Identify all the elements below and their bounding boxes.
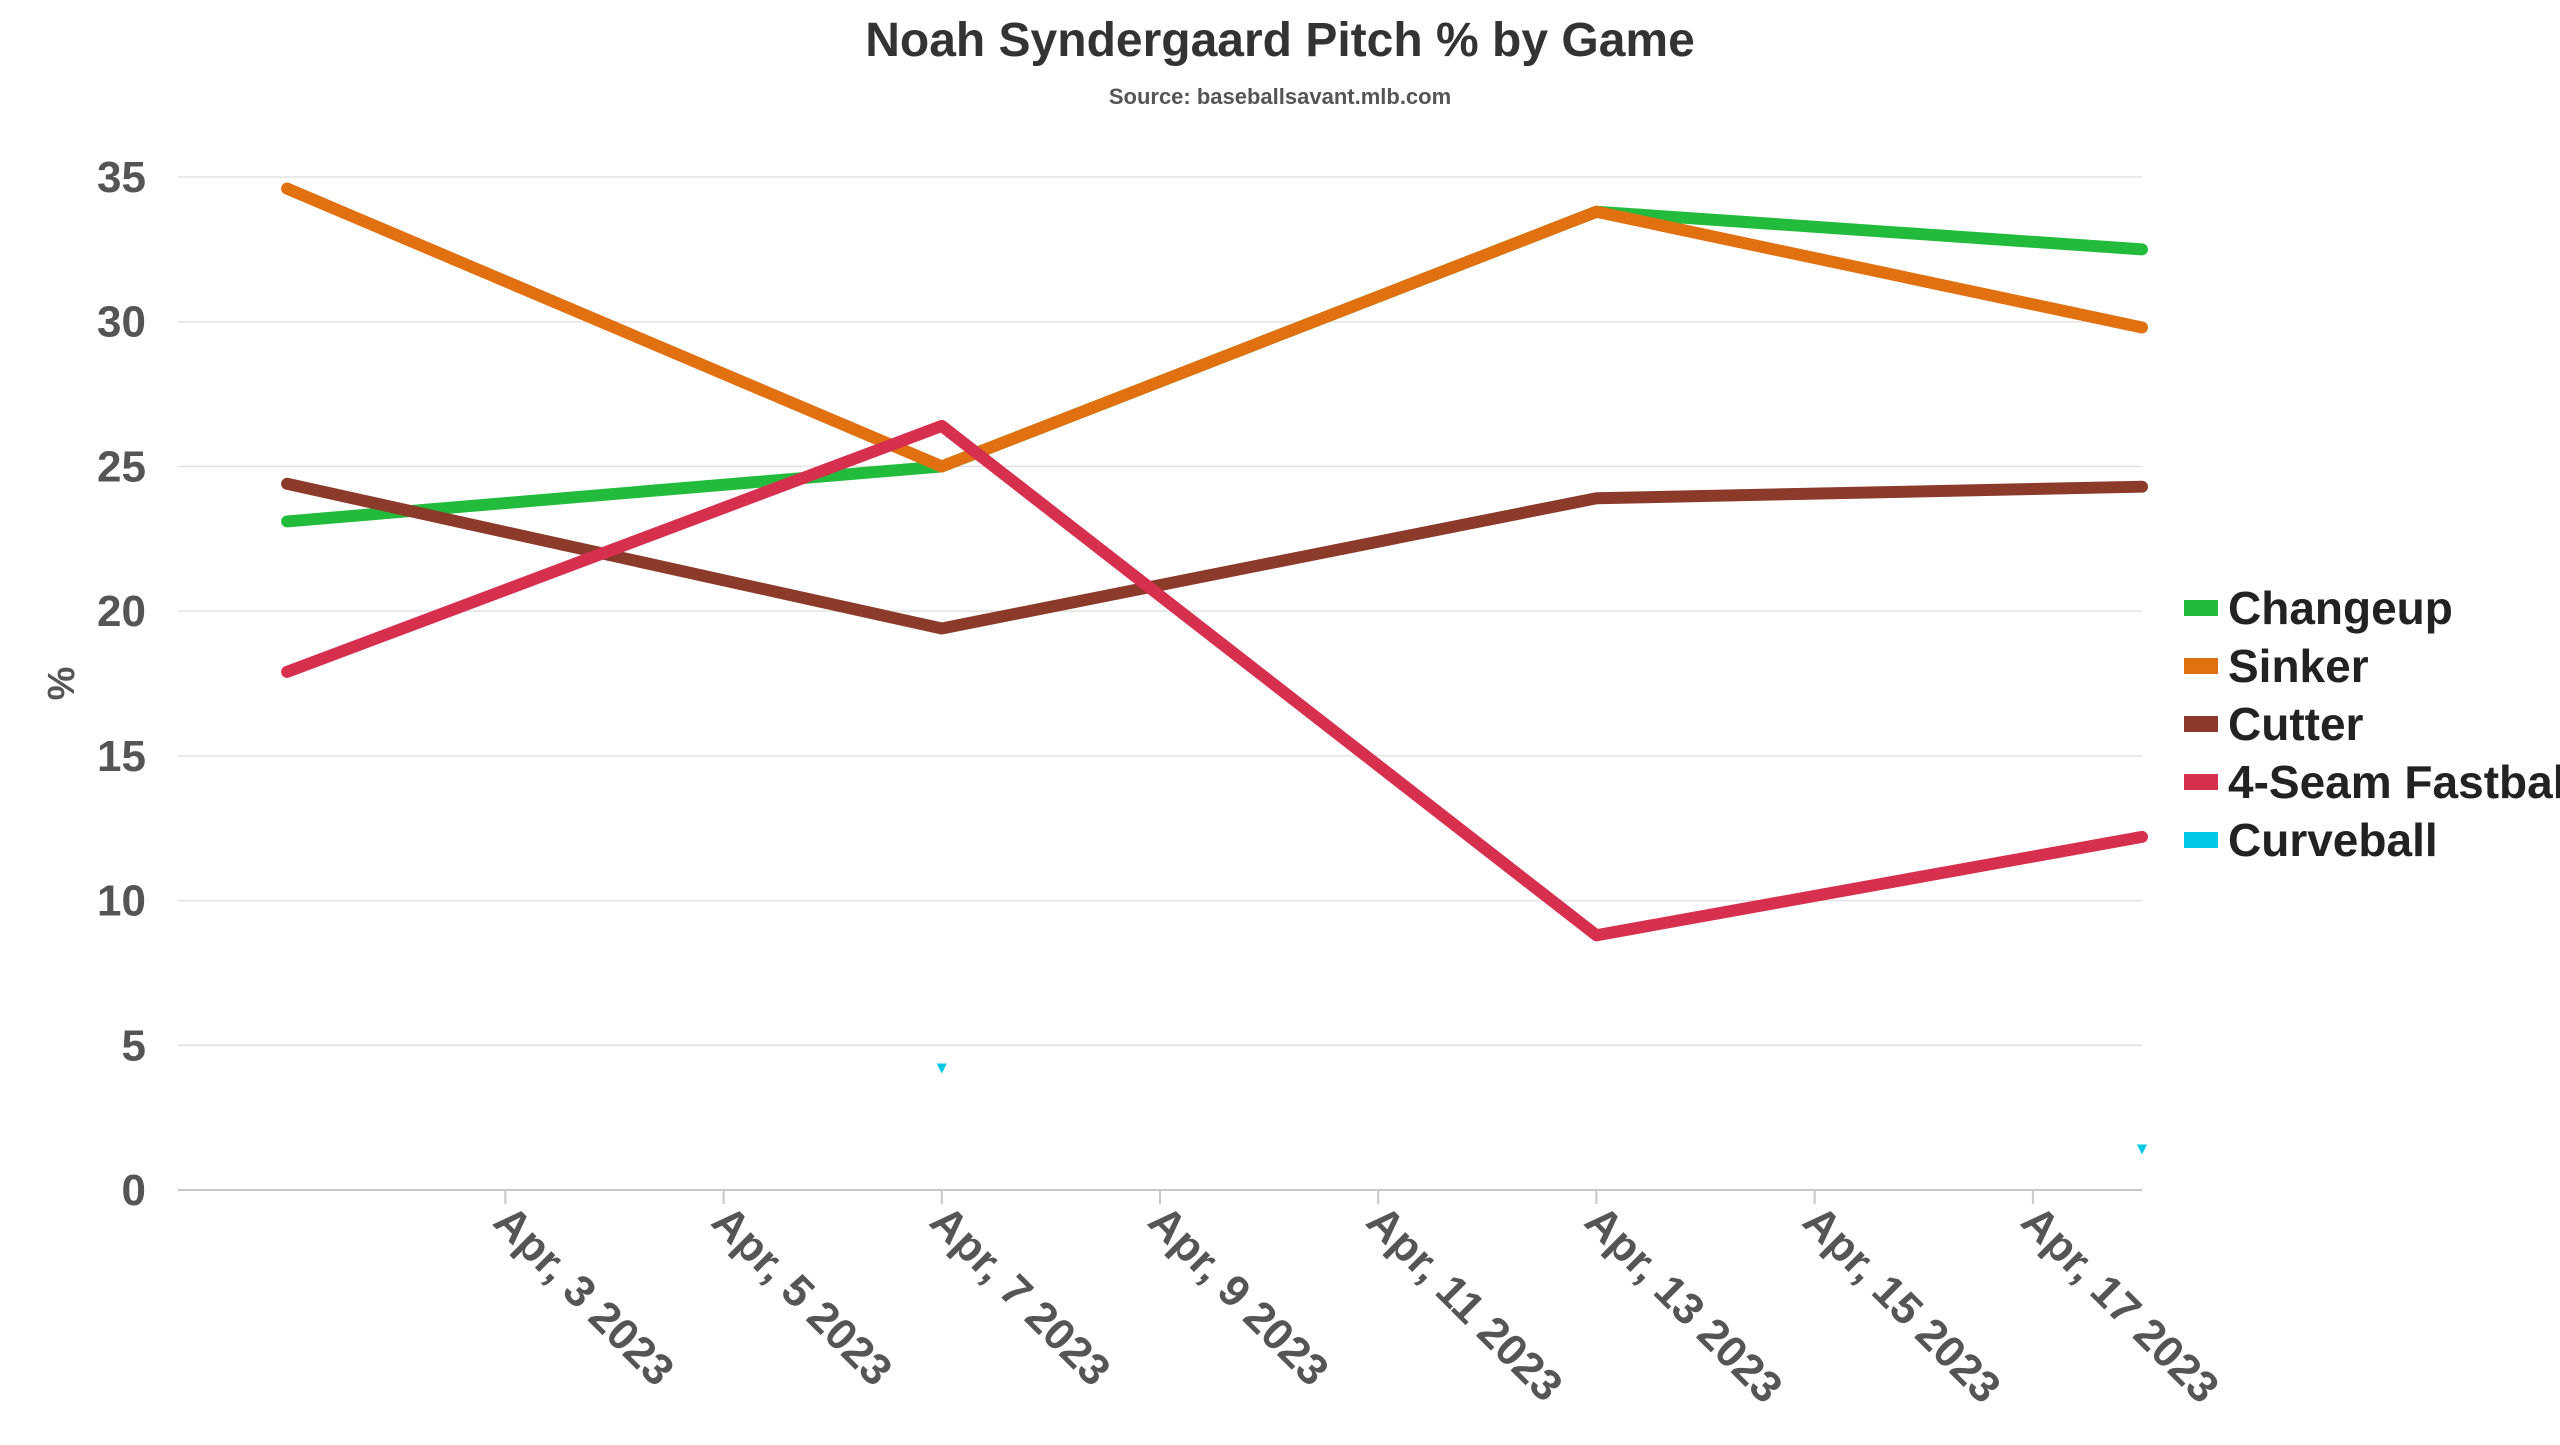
legend-swatch: [2184, 716, 2218, 732]
y-tick-label: 10: [97, 877, 146, 926]
legend-item[interactable]: 4-Seam Fastball: [2184, 756, 2560, 808]
x-tick-label: Apr, 5 2023: [702, 1196, 901, 1395]
grid-lines: [178, 176, 2142, 1191]
y-tick-label: 25: [97, 442, 146, 491]
series-curveball: [936, 1063, 2147, 1155]
x-tick-label: Apr, 17 2023: [2012, 1196, 2228, 1412]
data-point: [936, 1063, 947, 1074]
y-tick-label: 30: [97, 298, 146, 347]
series-cutter: [281, 477, 2148, 635]
legend-item[interactable]: Changeup: [2184, 582, 2453, 634]
x-tick-label: Apr, 7 2023: [921, 1196, 1120, 1395]
legend-item[interactable]: Curveball: [2184, 814, 2438, 866]
legend-label: Curveball: [2228, 814, 2438, 866]
legend[interactable]: Changeup Sinker Cutter 4-Seam Fastball Curve…: [2184, 582, 2560, 866]
series-line: [281, 477, 2148, 635]
y-tick-label: 15: [97, 732, 146, 781]
x-tick-label: Apr, 9 2023: [1139, 1196, 1338, 1395]
legend-label: 4-Seam Fastball: [2228, 756, 2560, 808]
legend-label: Cutter: [2228, 698, 2364, 750]
x-tick-label: Apr, 15 2023: [1794, 1196, 2010, 1412]
y-tick-label: 35: [97, 153, 146, 202]
legend-swatch: [2184, 600, 2218, 616]
series-line: [281, 182, 2148, 473]
data-point: [2137, 1144, 2147, 1155]
x-tick-label: Apr, 3 2023: [484, 1196, 683, 1395]
series-line: [281, 419, 2148, 942]
y-axis-label: %: [41, 667, 83, 701]
x-axis-ticks: Apr, 3 2023 Apr, 5 2023 Apr, 7 2023 Apr, 9 …: [484, 1190, 2228, 1413]
legend-label: Changeup: [2228, 582, 2453, 634]
y-tick-label: 20: [97, 587, 146, 636]
legend-swatch: [2184, 832, 2218, 848]
legend-label: Sinker: [2228, 640, 2369, 692]
y-axis-ticks: 0 5 10 15 20 25 30 35: [97, 153, 146, 1215]
y-tick-label: 5: [122, 1021, 146, 1070]
series-sinker: [281, 182, 2148, 473]
legend-swatch: [2184, 658, 2218, 674]
legend-item[interactable]: Sinker: [2184, 640, 2369, 692]
x-tick-label: Apr, 11 2023: [1357, 1196, 1572, 1411]
legend-item[interactable]: Cutter: [2184, 698, 2364, 750]
x-tick-label: Apr, 13 2023: [1575, 1196, 1791, 1412]
series-4-seam-fastball: [281, 419, 2148, 942]
chart-subtitle: Source: baseballsavant.mlb.com: [1109, 84, 1451, 109]
chart-title: Noah Syndergaard Pitch % by Game: [865, 14, 1695, 67]
y-tick-label: 0: [122, 1166, 146, 1215]
legend-swatch: [2184, 774, 2218, 790]
series-lines: [281, 182, 2148, 1155]
